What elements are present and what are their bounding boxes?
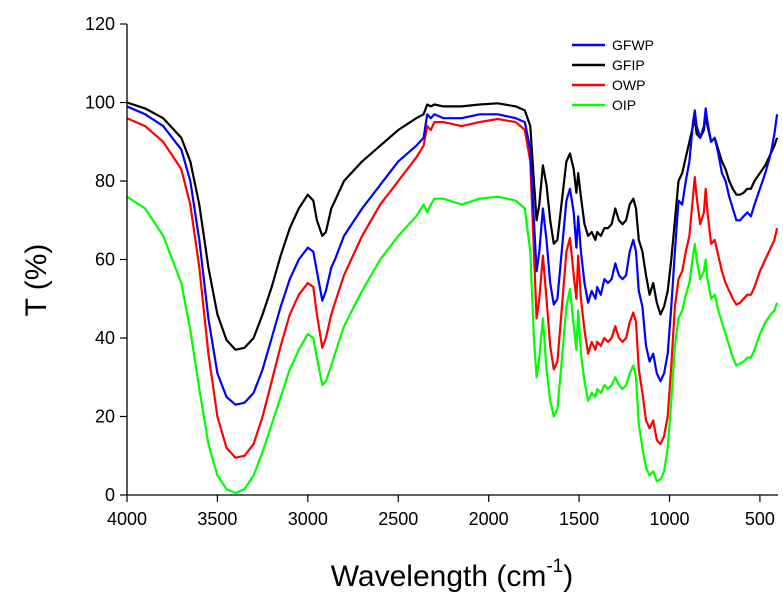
x-tick-label: 2000: [469, 509, 509, 529]
x-axis-title-suffix: ): [563, 560, 573, 593]
series-line-gfip: [126, 101, 779, 351]
x-tick-label: 3500: [197, 509, 237, 529]
x-axis-title: Wavelength (cm-1): [331, 556, 574, 593]
x-tick-label: 1000: [649, 509, 689, 529]
legend-label-gfip: GFIP: [612, 57, 645, 73]
series-line-oip: [126, 195, 779, 495]
legend-label-gfwp: GFWP: [612, 37, 654, 53]
x-axis-ticks: 4000 3500 3000 2500 2000 1500 1000 500: [107, 495, 775, 529]
x-tick-label: 2500: [378, 509, 418, 529]
y-tick-label: 80: [95, 171, 115, 191]
y-tick-label: 60: [95, 250, 115, 270]
series-line-owp: [126, 117, 779, 459]
y-tick-label: 20: [95, 407, 115, 427]
legend-label-oip: OIP: [612, 97, 636, 113]
x-tick-label: 3000: [288, 509, 328, 529]
series-line-gfwp: [126, 105, 779, 406]
y-tick-label: 100: [85, 93, 115, 113]
y-tick-label: 40: [95, 328, 115, 348]
y-tick-label: 120: [85, 14, 115, 34]
plot-area: [126, 24, 779, 496]
x-axis-title-text: Wavelength (cm: [331, 560, 547, 593]
y-axis-title: T (%): [20, 244, 53, 317]
y-axis-ticks: 0 20 40 60 80 100 120: [85, 14, 127, 505]
legend-label-owp: OWP: [612, 77, 645, 93]
x-tick-label: 1500: [559, 509, 599, 529]
x-axis-title-superscript: -1: [546, 556, 563, 577]
x-tick-label: 4000: [107, 509, 147, 529]
x-tick-label: 500: [745, 509, 775, 529]
legend: GFWP GFIP OWP OIP: [572, 37, 654, 113]
y-tick-label: 0: [105, 485, 115, 505]
